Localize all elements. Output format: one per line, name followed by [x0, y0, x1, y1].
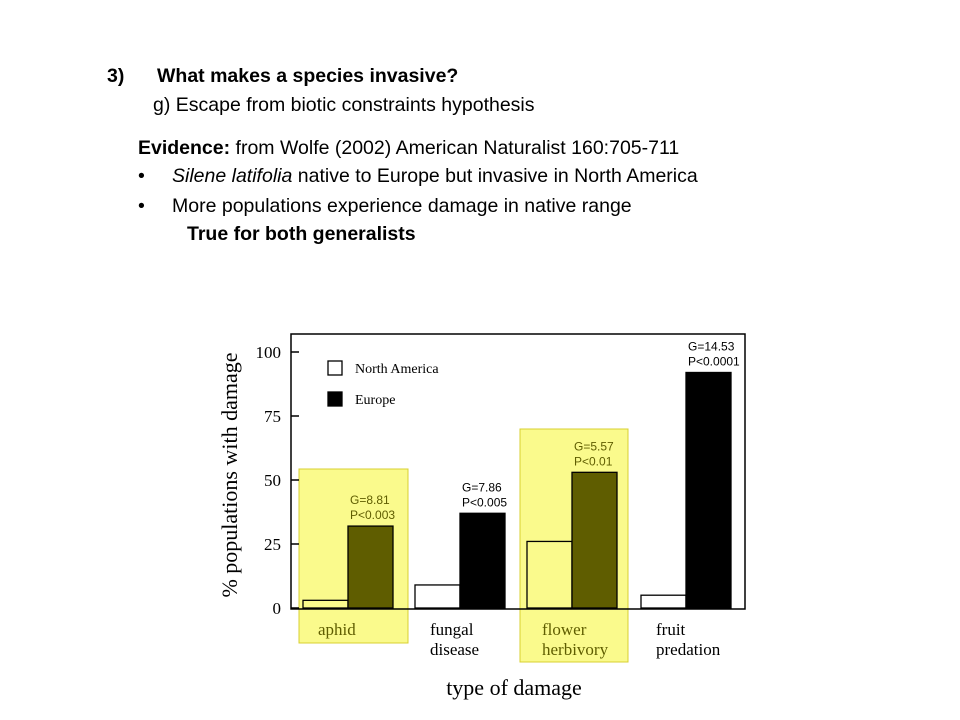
stat-g-flower-herbivory: G=5.57 [574, 439, 614, 453]
bullet-2: More populations experience damage in na… [172, 195, 632, 217]
bar-europe-aphid [347, 525, 394, 609]
y-tick-label-0: 0 [273, 599, 282, 618]
x-axis-title: type of damage [446, 675, 582, 700]
slide-subheading: g) Escape from biotic constraints hypoth… [153, 94, 535, 116]
legend-label-europe: Europe [355, 393, 395, 408]
evidence-label: Evidence: [138, 137, 231, 159]
stat-p-fruit-predation: P<0.0001 [688, 354, 740, 368]
bullet-1-text: native to Europe but invasive in North A… [297, 165, 698, 187]
stat-g-fungal-disease: G=7.86 [462, 480, 502, 494]
bullet-1-species: Silene latifolia [172, 165, 293, 187]
bar-north-america-fruit-predation [640, 594, 687, 609]
stat-g-aphid: G=8.81 [350, 493, 390, 507]
x-tick-label-fungal-disease-line2: disease [430, 640, 479, 659]
stat-p-aphid: P<0.003 [350, 508, 395, 522]
legend-swatch-europe [327, 391, 343, 407]
bar-europe-fruit-predation [685, 371, 732, 609]
bullet-1: Silene latifolia native to Europe but in… [172, 164, 698, 188]
legend-swatch-north-america [327, 360, 343, 376]
y-tick-label-75: 75 [264, 407, 281, 426]
slide-heading: What makes a species invasive? [157, 65, 459, 87]
bar-north-america-fungal-disease [414, 584, 461, 609]
y-tick-label-25: 25 [264, 535, 281, 554]
bullet-1-symbol: • [138, 165, 145, 187]
bar-europe-flower-herbivory [571, 471, 618, 609]
stat-p-fungal-disease: P<0.005 [462, 495, 507, 509]
stat-g-fruit-predation: G=14.53 [688, 339, 735, 353]
x-tick-label-flower-herbivory-line2: herbivory [542, 640, 609, 659]
x-tick-label-fruit-predation-line2: predation [656, 640, 721, 659]
x-tick-label-aphid: aphid [318, 620, 356, 639]
plot-frame [290, 333, 746, 610]
bullet-2-symbol: • [138, 195, 145, 217]
y-axis-title: % populations with damage [217, 352, 242, 597]
y-tick-label-100: 100 [256, 343, 282, 362]
bar-europe-fungal-disease [459, 512, 506, 609]
conclusion-text: True for both generalists [187, 223, 416, 245]
evidence-citation: from Wolfe (2002) American Naturalist 16… [235, 137, 680, 159]
x-tick-label-fruit-predation-line1: fruit [656, 620, 686, 639]
heading-number: 3) [107, 65, 125, 87]
stat-p-flower-herbivory: P<0.01 [574, 454, 613, 468]
legend-label-north-america: North America [355, 362, 439, 377]
x-tick-label-flower-herbivory-line1: flower [542, 620, 587, 639]
x-tick-label-fungal-disease-line1: fungal [430, 620, 474, 639]
y-tick-label-50: 50 [264, 471, 281, 490]
evidence-line: Evidence: from Wolfe (2002) American Nat… [138, 136, 679, 160]
